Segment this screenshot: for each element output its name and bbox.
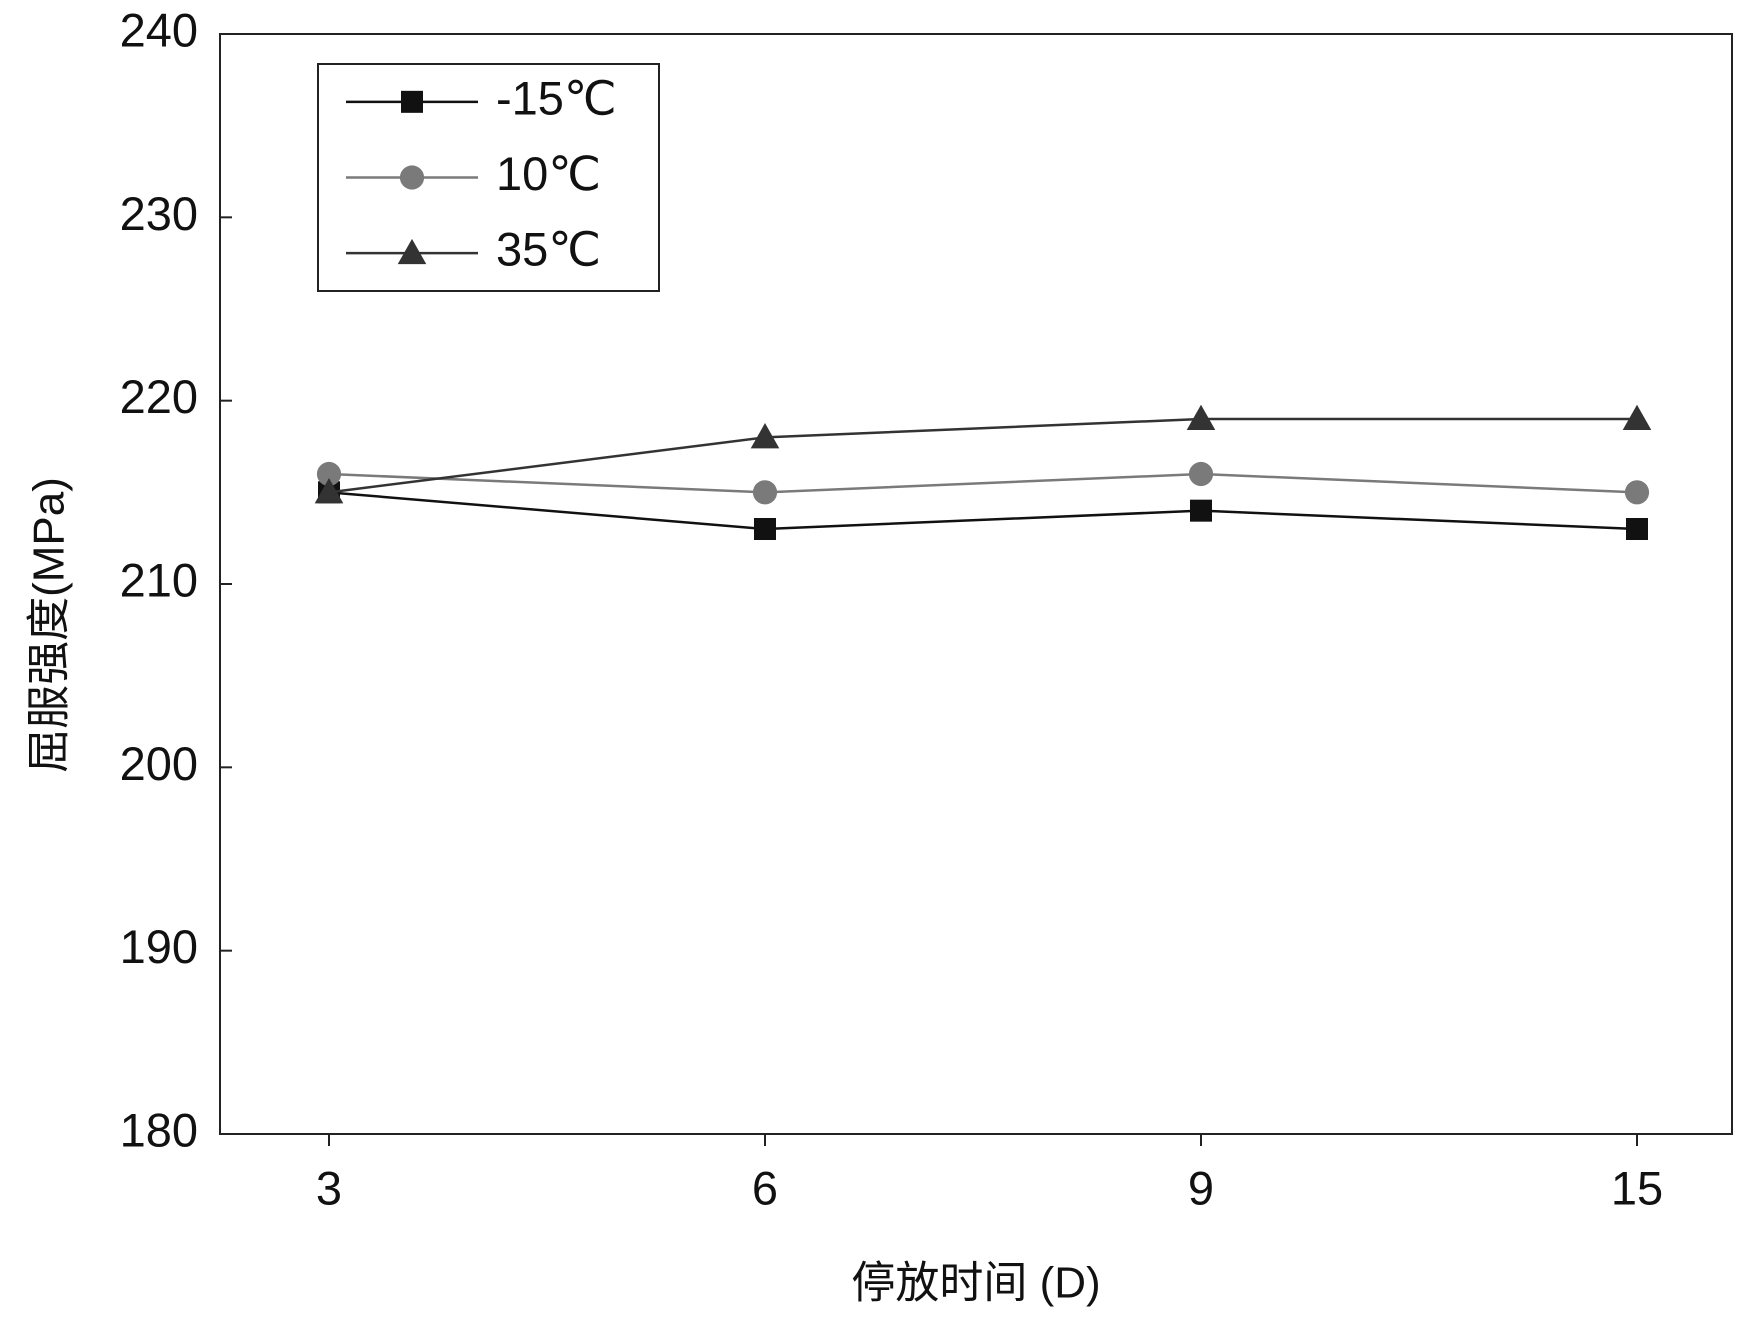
marker (316, 461, 342, 487)
y-tick-label: 230 (120, 187, 198, 240)
marker (401, 90, 423, 113)
y-tick-label: 210 (120, 553, 198, 606)
x-axis-label: 停放时间 (D) (851, 1259, 1100, 1308)
y-axis-label: 屈服强度(MPa) (25, 477, 74, 773)
marker (1188, 461, 1214, 487)
marker (314, 478, 344, 504)
y-tick-label: 200 (120, 737, 198, 790)
marker (1186, 404, 1216, 430)
marker (397, 238, 427, 265)
marker (750, 423, 780, 449)
x-tick-label: 3 (316, 1161, 342, 1214)
x-tick-label: 9 (1188, 1161, 1214, 1214)
y-tick-label: 180 (120, 1103, 198, 1156)
marker (399, 165, 425, 190)
marker (754, 518, 776, 540)
marker (1626, 518, 1648, 540)
x-tick-label: 15 (1611, 1161, 1663, 1214)
marker (752, 480, 778, 505)
marker (1622, 404, 1652, 430)
marker (1190, 499, 1212, 522)
y-tick-label: 240 (120, 3, 198, 56)
y-tick-label: 190 (120, 920, 198, 973)
legend-label: -15℃ (496, 71, 617, 124)
y-tick-label: 220 (120, 370, 198, 423)
legend-label: 35℃ (496, 223, 601, 276)
series-line (328, 491, 1638, 531)
marker (1624, 480, 1650, 505)
series-line (328, 472, 1638, 494)
series-line (328, 417, 1637, 494)
x-tick-label: 6 (752, 1161, 778, 1214)
legend-label: 10℃ (496, 147, 601, 200)
